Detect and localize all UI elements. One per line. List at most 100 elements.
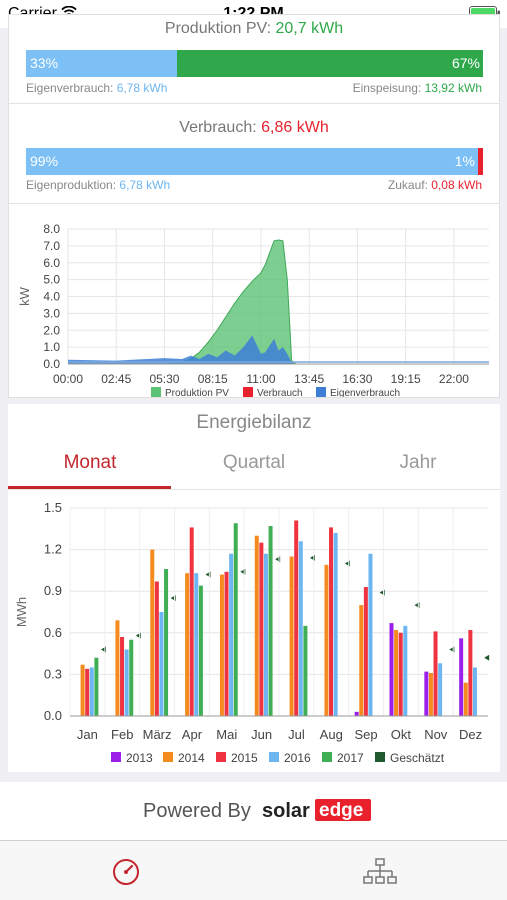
active-tab-indicator [8,486,171,489]
bar-2015-März [154,581,159,716]
bar-2016-Nov [438,663,443,716]
legend-swatch [316,387,326,397]
bar-2017-Mai [233,523,238,716]
x-tick-label: 19:15 [391,372,421,386]
production-label: Produktion PV: [164,20,272,37]
production-split-bar: 33% 67% [26,50,483,77]
tab-quartal[interactable]: Quartal [222,452,286,473]
monthly-energy-chart[interactable]: 1.5 1.2 0.9 0.6 0.3 0.0 MWh Jan Feb März Apr Mai Jun… [8,496,500,770]
consumption-label: Verbrauch: [179,119,257,136]
bar-2014-Nov [428,673,433,716]
power-chart[interactable]: 8.0 7.0 6.0 5.0 4.0 3.0 2.0 1.0 0.000:00 02:45 05:… [9,207,499,397]
divider [9,203,499,204]
bottom-tab-bar [0,840,507,900]
bar-2014-Jan [80,664,85,716]
bar-2015-Jun [259,542,264,716]
x-tick-label: März [143,727,172,742]
feed-in-value: 13,92 kWh [424,81,482,95]
bar-2017-Feb [129,639,134,716]
x-tick-label: Nov [424,727,448,742]
y-tick-label: 1.2 [44,542,62,557]
powered-by-footer: Powered By solar edge [0,782,507,840]
solaredge-logo-text-a: solar [262,800,310,822]
bar-2015-Apr [189,527,194,716]
legend-label: Eigenverbrauch [330,388,400,397]
bar-2017-Apr [198,585,203,716]
production-value: 20,7 kWh [275,20,344,37]
x-tick-label: Feb [111,727,133,742]
x-tick-label: Apr [182,727,203,742]
legend-label: 2016 [284,751,311,765]
x-tick-label: Okt [391,727,412,742]
y-tick-label: 4.0 [43,290,60,304]
x-tick-label: Sep [355,727,378,742]
y-tick-label: 1.0 [43,340,60,354]
y-tick-label: 0.3 [44,666,62,681]
divider [8,489,500,490]
y-tick-label: 0.6 [44,625,62,640]
bar-2015-Aug [329,527,334,716]
x-tick-label: 00:00 [53,372,83,386]
bar-2014-Jun [254,535,259,716]
x-tick-label: Jan [77,727,98,742]
bar-2015-Okt [398,632,403,716]
bar-2017-Jan [94,657,99,716]
y-tick-label: 0.9 [44,583,62,598]
x-tick-label: Mai [216,727,237,742]
purchase-value: 0,08 kWh [431,178,482,192]
energy-overview-card: Produktion PV: 20,7 kWh 33% 67% Eigenver… [8,14,500,398]
y-tick-label: 5.0 [43,273,60,287]
x-tick-label: 16:30 [342,372,372,386]
bar-2015-Nov [433,631,438,716]
y-tick-label: 1.5 [44,500,62,515]
powered-by-label: Powered By [143,800,251,822]
bar-2016-Mai [229,553,234,716]
y-tick-label: 6.0 [43,256,60,270]
tab-monat[interactable]: Monat [63,452,117,473]
bar-2013-Dez [459,638,464,716]
self-production-segment: 99% [26,148,479,175]
solaredge-logo: solar edge [262,799,371,822]
self-consumption-area [68,335,489,364]
legend-label: Produktion PV [165,388,229,397]
bar-2017-Jun [268,526,273,716]
x-tick-label: Aug [320,727,343,742]
self-consumption-segment: 33% [26,50,177,77]
dashboard-gauge-icon[interactable] [112,858,140,886]
bar-2014-Jul [289,556,294,716]
legend-swatch [216,752,226,762]
x-tick-label: 13:45 [294,372,324,386]
x-tick-label: Jul [288,727,305,742]
legend-swatch [322,752,332,762]
legend-swatch [375,752,385,762]
legend-swatch [163,752,173,762]
y-tick-label: 0.0 [43,357,60,371]
legend-label: 2014 [178,751,205,765]
y-tick-label: 0.0 [44,708,62,723]
y-tick-label: 8.0 [43,222,60,236]
x-tick-label: Dez [459,727,482,742]
production-title: Produktion PV: 20,7 kWh [9,20,499,38]
y-tick-label: 7.0 [43,239,60,253]
bar-2016-Okt [403,625,408,716]
bar-2016-Apr [194,573,199,716]
feed-in-segment: 67% [176,50,483,77]
self-production-value: 6,78 kWh [119,178,171,192]
estimated-marker-Dez [484,654,490,661]
x-tick-label: Jun [251,727,272,742]
bar-2015-Mai [224,571,229,716]
legend-swatch [151,387,161,397]
purchase-caption: Zukauf: 0,08 kWh [388,178,482,192]
bar-2015-Dez [468,630,473,716]
bar-2014-Apr [185,573,190,716]
bar-2016-Jan [89,667,94,716]
site-layout-icon[interactable] [363,857,397,887]
bar-2015-Jul [294,520,299,716]
feed-in-caption: Einspeisung: 13,92 kWh [353,81,482,95]
bar-2016-März [159,612,164,716]
x-tick-label: 05:30 [149,372,179,386]
tab-jahr[interactable]: Jahr [399,452,437,473]
purchase-segment: 1% [455,148,483,175]
bar-2016-Sep [368,553,373,716]
bar-2016-Feb [124,649,129,716]
